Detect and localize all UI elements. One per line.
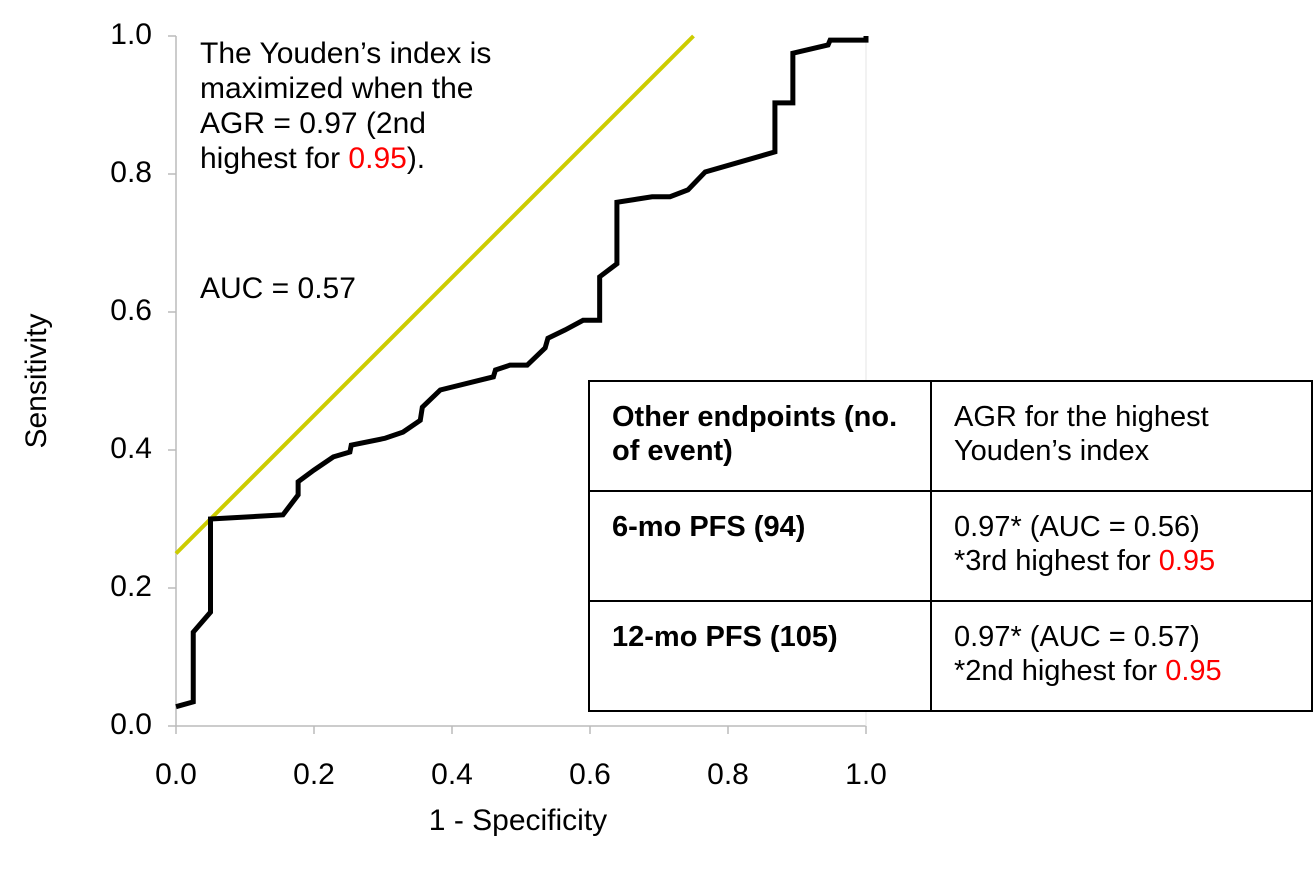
series-line [175,36,869,710]
x-tick-label: 0.8 [707,758,749,791]
y-tick-label: 0.6 [110,294,152,327]
annotation-text: ). [406,142,426,175]
row-label: 6-mo PFS (94) [588,490,932,602]
row-value: 0.97* (AUC = 0.56) *3rd highest for 0.95 [930,490,1313,602]
x-tick-label: 0.6 [569,758,611,791]
value-text: 0.97* (AUC = 0.56) [954,511,1200,543]
y-tick-label: 1.0 [110,18,152,51]
x-tick-label: 1.0 [845,758,887,791]
y-tick-label: 0.8 [110,156,152,189]
table-header: Other endpoints (no. of event) AGR for t… [588,380,1313,492]
row-label: 12-mo PFS (105) [588,600,932,712]
header-cell: AGR for the highest Youden’s index [930,380,1313,492]
note: *3rd highest for 0.95 [954,544,1291,578]
annotation: The Youden’s index is maximized when the… [200,36,491,176]
value-text: 0.97* (AUC = 0.57) [954,621,1200,653]
y-tick-label: 0.4 [110,432,152,465]
x-tick-label: 0.0 [155,758,197,791]
annotation-highlight: 0.95 [348,142,407,175]
table-row: 6-mo PFS (94) 0.97* (AUC = 0.56) *3rd hig… [588,490,1313,602]
annotation-line: The Youden’s index is [200,37,492,70]
x-axis-label: 1 - Specificity [429,804,607,837]
y-tick-label: 0.0 [110,708,152,741]
row-value: 0.97* (AUC = 0.57) *2nd highest for 0.95 [930,600,1313,712]
x-tick-label: 0.2 [293,758,335,791]
table-row: 12-mo PFS (105) 0.97* (AUC = 0.57) *2nd h… [588,600,1313,712]
note: *2nd highest for 0.95 [954,654,1291,688]
annotation-auc: AUC = 0.57 [200,272,356,305]
note-highlight: 0.95 [1158,545,1216,577]
note-text: *2nd highest for [954,655,1166,687]
annotation-text: highest for [200,142,349,175]
annotation-line: maximized when the [200,72,474,105]
note-text: *3rd highest for [954,545,1159,577]
y-axis-label: Sensitivity [20,313,53,448]
endpoint-table: Other endpoints (no. of event) AGR for t… [588,380,1313,712]
y-tick-label: 0.2 [110,570,152,603]
annotation-line: highest for 0.95). [200,141,491,176]
header-cell: Other endpoints (no. of event) [588,380,932,492]
annotation-line: AGR = 0.97 (2nd [200,107,426,140]
series-line [174,34,695,555]
note-highlight: 0.95 [1165,655,1222,687]
x-tick-label: 0.4 [431,758,473,791]
